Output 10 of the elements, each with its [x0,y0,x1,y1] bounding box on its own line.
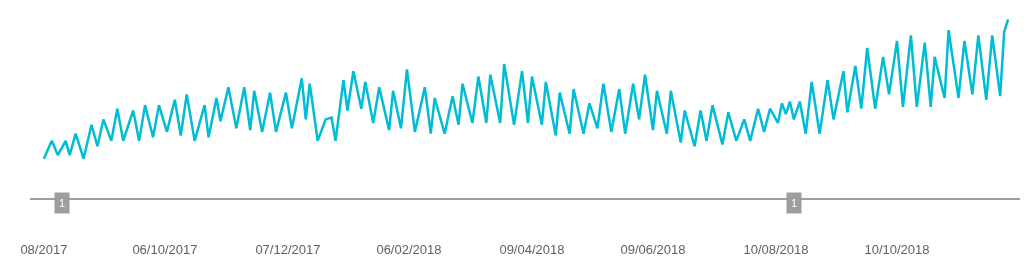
x-tick-label: 09/06/2018 [620,241,686,257]
x-tick-label: 09/04/2018 [499,241,565,257]
x-tick-label: 08/2017 [20,241,68,257]
x-tick-label: 10/08/2018 [743,241,809,257]
x-tick-label: 06/02/2018 [376,241,442,257]
x-tick-label: 06/10/2017 [132,241,198,257]
x-tick-label: 10/10/2018 [864,241,930,257]
annotation: 1 [59,197,66,209]
annotation: 1 [791,197,798,209]
x-tick-label: 07/12/2017 [255,241,321,257]
